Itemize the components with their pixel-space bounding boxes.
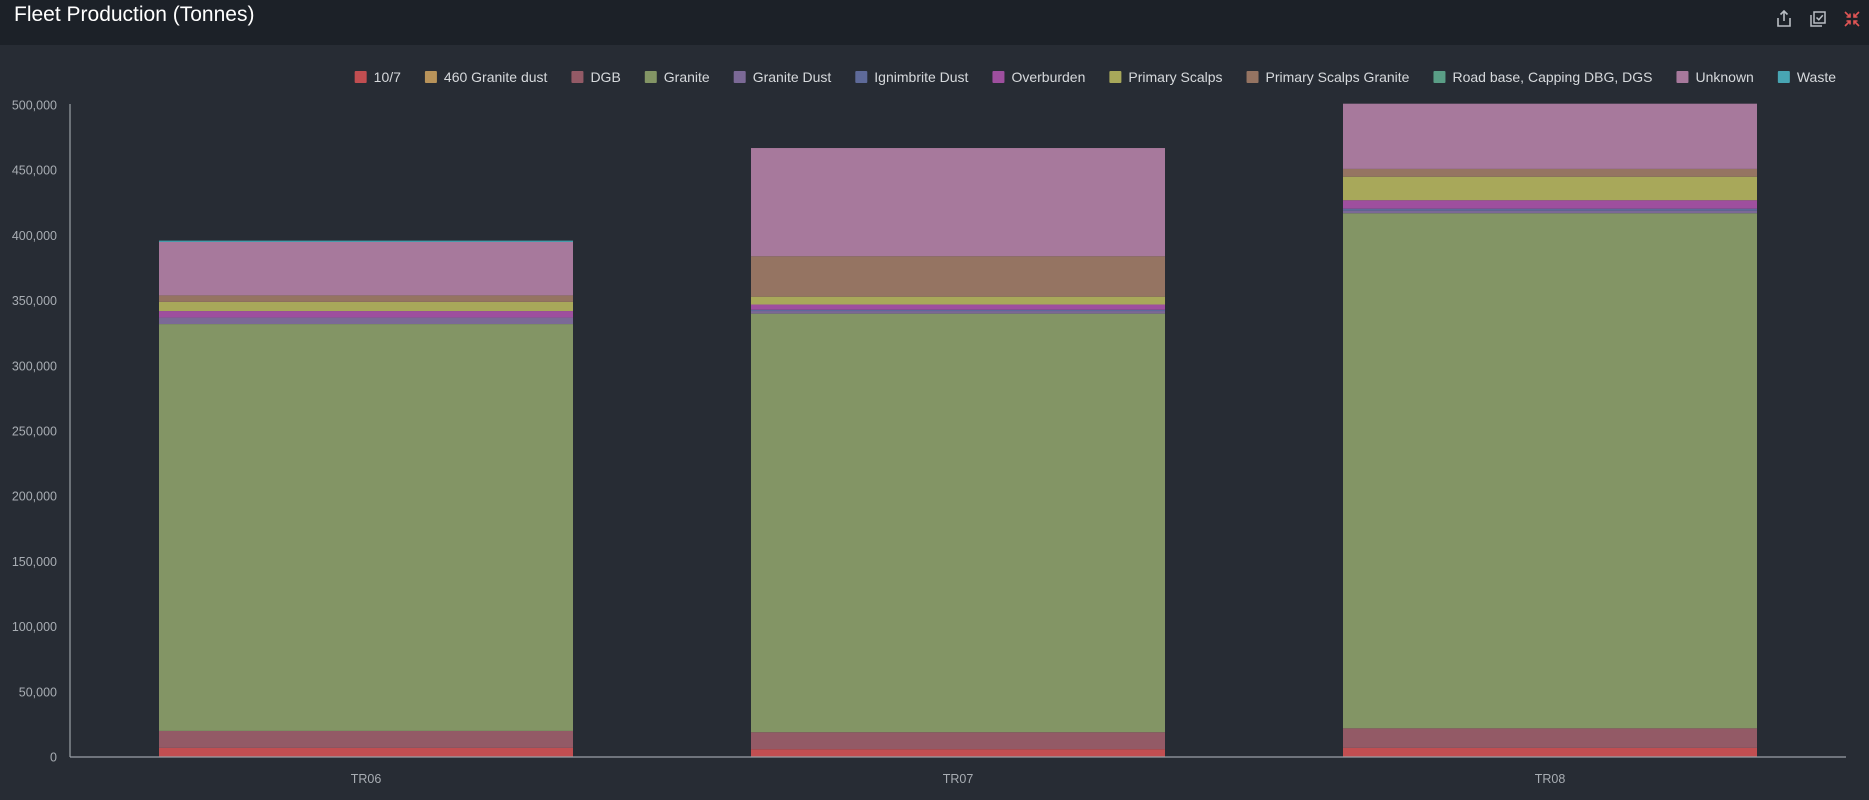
- x-tick-label: TR06: [351, 772, 382, 786]
- select-icon: [1810, 11, 1826, 27]
- legend-item[interactable]: Granite Dust: [733, 69, 832, 85]
- y-tick-label: 150,000: [12, 555, 57, 569]
- legend-label: Granite: [664, 69, 710, 85]
- y-tick-label: 0: [50, 751, 57, 765]
- chart-title: Fleet Production (Tonnes): [14, 3, 255, 26]
- legend-swatch: [1433, 71, 1446, 83]
- legend-label: DGB: [590, 69, 620, 85]
- y-tick-label: 400,000: [12, 229, 57, 243]
- y-tick-label: 300,000: [12, 359, 57, 373]
- axes: [69, 104, 1846, 758]
- bar-segment[interactable]: [1343, 213, 1757, 729]
- minimize-button[interactable]: [1835, 5, 1869, 33]
- legend-swatch: [424, 71, 437, 83]
- bar-segment[interactable]: [1343, 747, 1757, 757]
- legend-label: Primary Scalps Granite: [1266, 69, 1410, 85]
- legend-label: 10/7: [374, 69, 401, 85]
- bar-segment[interactable]: [1343, 168, 1757, 177]
- legend-swatch: [571, 71, 584, 83]
- y-tick-label: 350,000: [12, 294, 57, 308]
- y-tick-label: 50,000: [19, 685, 57, 699]
- x-tick-label: TR07: [943, 772, 974, 786]
- bar-segment[interactable]: [751, 311, 1165, 314]
- legend-item[interactable]: Road base, Capping DBG, DGS: [1433, 69, 1652, 85]
- bar-segment[interactable]: [1343, 210, 1757, 214]
- bar-segment[interactable]: [1343, 208, 1757, 211]
- legend-item[interactable]: Ignimbrite Dust: [855, 69, 969, 85]
- legend-label: Ignimbrite Dust: [874, 69, 968, 85]
- bar-segment[interactable]: [159, 311, 573, 318]
- stacked-bar-chart: 10/7 460 Granite dust DGB Granite Granite Du…: [12, 69, 1846, 786]
- legend-swatch: [733, 71, 746, 83]
- bar-segment[interactable]: [751, 256, 1165, 297]
- legend-label: Granite Dust: [753, 69, 832, 85]
- bar-segment[interactable]: [159, 301, 573, 312]
- bar-segment[interactable]: [159, 241, 573, 296]
- x-axis-ticks: TR06 TR07 TR08: [351, 772, 1566, 786]
- y-tick-label: 200,000: [12, 490, 57, 504]
- chart-area: 10/7 460 Granite dust DGB Granite Granite Du…: [0, 45, 1869, 795]
- legend-item[interactable]: Waste: [1777, 69, 1836, 85]
- y-tick-label: 250,000: [12, 425, 57, 439]
- legend-label: Unknown: [1695, 69, 1753, 85]
- bar-segment[interactable]: [1343, 728, 1757, 748]
- bar-segment[interactable]: [751, 309, 1165, 312]
- legend-label: Road base, Capping DBG, DGS: [1452, 69, 1652, 85]
- chart-header: Fleet Production (Tonnes): [0, 0, 1869, 45]
- legend-swatch: [992, 71, 1005, 83]
- bar-segment[interactable]: [159, 317, 573, 325]
- legend-swatch: [1109, 71, 1122, 83]
- bar-segment[interactable]: [751, 313, 1165, 733]
- bar-segment[interactable]: [751, 749, 1165, 757]
- legend-swatch: [855, 71, 868, 83]
- legend-item[interactable]: Primary Scalps: [1109, 69, 1223, 85]
- export-button[interactable]: [1767, 5, 1801, 33]
- bar-segment[interactable]: [1343, 176, 1757, 201]
- y-tick-label: 500,000: [12, 99, 57, 113]
- legend-item[interactable]: DGB: [571, 69, 621, 85]
- bar-segment[interactable]: [751, 732, 1165, 750]
- bar-segment[interactable]: [1343, 200, 1757, 209]
- chart-legend: 10/7 460 Granite dust DGB Granite Granite Du…: [354, 69, 1836, 85]
- legend-item[interactable]: Unknown: [1676, 69, 1754, 85]
- bar-segment[interactable]: [159, 730, 573, 748]
- legend-item[interactable]: Granite: [644, 69, 710, 85]
- legend-swatch: [1246, 71, 1259, 83]
- legend-label: Primary Scalps: [1128, 69, 1222, 85]
- legend-swatch: [1777, 71, 1790, 83]
- bar-segment[interactable]: [159, 295, 573, 302]
- bar-stack-tr07[interactable]: [751, 148, 1165, 757]
- bar-segment[interactable]: [159, 747, 573, 757]
- bar-segment[interactable]: [751, 296, 1165, 305]
- bar-stack-tr06[interactable]: [159, 240, 573, 757]
- legend-swatch: [354, 71, 367, 83]
- y-tick-label: 450,000: [12, 164, 57, 178]
- legend-item[interactable]: Overburden: [992, 69, 1085, 85]
- select-button[interactable]: [1801, 5, 1835, 33]
- export-icon: [1777, 9, 1791, 27]
- bar-segment[interactable]: [751, 148, 1165, 257]
- bar-segment[interactable]: [1343, 103, 1757, 169]
- bars: [159, 103, 1757, 757]
- x-tick-label: TR08: [1535, 772, 1566, 786]
- bar-segment[interactable]: [159, 324, 573, 731]
- legend-item[interactable]: 10/7: [354, 69, 401, 85]
- y-axis-ticks: 0 50,000 100,000 150,000 200,000 250,000 300,0…: [12, 99, 57, 765]
- legend-item[interactable]: Primary Scalps Granite: [1246, 69, 1410, 85]
- chart-toolbar: [1767, 4, 1869, 34]
- legend-swatch: [644, 71, 657, 83]
- y-tick-label: 100,000: [12, 620, 57, 634]
- legend-label: Overburden: [1011, 69, 1085, 85]
- bar-segment[interactable]: [751, 304, 1165, 310]
- legend-item[interactable]: 460 Granite dust: [424, 69, 548, 85]
- legend-label: Waste: [1797, 69, 1836, 85]
- legend-label: 460 Granite dust: [444, 69, 548, 85]
- bar-stack-tr08[interactable]: [1343, 103, 1757, 757]
- minimize-icon: [1844, 11, 1860, 27]
- bar-segment[interactable]: [159, 240, 573, 242]
- legend-swatch: [1676, 71, 1689, 83]
